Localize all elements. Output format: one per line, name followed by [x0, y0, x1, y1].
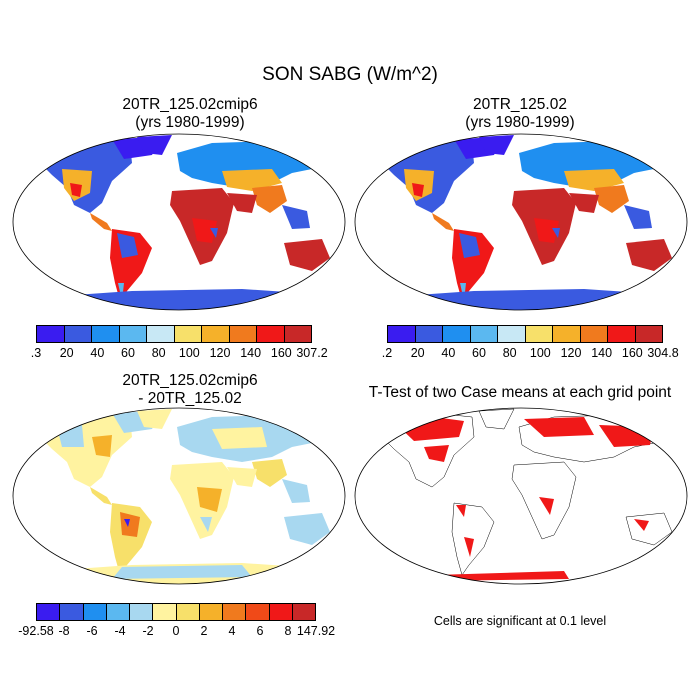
panel3-colorbar-label: -92.58 [18, 624, 54, 638]
panel3-title: 20TR_125.02cmip6 - 20TR_125.02 [25, 372, 355, 408]
panel2-colorbar-swatch [525, 326, 553, 342]
panel2-title-line2: (yrs 1980-1999) [465, 114, 575, 131]
panel2-colorbar-swatch [608, 326, 636, 342]
panel1-colorbar-labels: .3 20 40 60 80 100 120 140 160 307.2 [31, 346, 328, 362]
panel3-title-line1: 20TR_125.02cmip6 [122, 372, 258, 389]
panel3-colorbar-swatch [83, 604, 107, 620]
panel3-colorbar-label: 147.92 [296, 624, 336, 638]
panel3-colorbar-swatch [246, 604, 270, 620]
panel2-colorbar-swatch [470, 326, 498, 342]
panel2-colorbar-swatch [635, 326, 662, 342]
panel1-colorbar-swatch [174, 326, 202, 342]
panel3-colorbar-label: 4 [228, 624, 236, 638]
panel3-colorbar-labels: -92.58 -8 -6 -4 -2 0 2 4 6 8 147.92 [18, 624, 335, 640]
panel1-colorbar-label: 120 [209, 346, 231, 360]
panel3-colorbar-swatch [37, 604, 61, 620]
panel3-colorbar-swatch [223, 604, 247, 620]
panel2-colorbar [387, 325, 663, 343]
panel2-colorbar-label: 120 [560, 346, 582, 360]
panel3-colorbar-swatch [60, 604, 84, 620]
panel1-colorbar [36, 325, 312, 343]
panel2-colorbar-labels: .2 20 40 60 80 100 120 140 160 304.8 [382, 346, 679, 362]
panel3-colorbar-label: 2 [200, 624, 208, 638]
panel1-title-line1: 20TR_125.02cmip6 [122, 96, 258, 113]
panel4-title: T-Test of two Case means at each grid po… [355, 384, 685, 402]
panel3-colorbar-swatch [130, 604, 154, 620]
panel2-colorbar-label: 60 [472, 346, 486, 360]
panel1-colorbar-swatch [229, 326, 257, 342]
panel1-colorbar-swatch [37, 326, 65, 342]
panel4-title-line1: T-Test of two Case means at each grid po… [368, 384, 672, 401]
panel2-colorbar-swatch [443, 326, 471, 342]
panel3-colorbar-swatch [153, 604, 177, 620]
panel2-colorbar-swatch [388, 326, 416, 342]
panel4-map [354, 407, 688, 585]
panel1-colorbar-swatch [257, 326, 285, 342]
panel1-colorbar-label: 40 [90, 346, 105, 360]
panel2-colorbar-label: 40 [441, 346, 456, 360]
panel1-colorbar-swatch [119, 326, 147, 342]
panel3-colorbar-label: -4 [114, 624, 126, 638]
panel3-colorbar-label: -6 [86, 624, 98, 638]
panel3-colorbar-label: -2 [142, 624, 154, 638]
panel1-title: 20TR_125.02cmip6 (yrs 1980-1999) [25, 96, 355, 132]
panel2-colorbar-label: 160 [621, 346, 643, 360]
panel1-colorbar-label: 80 [151, 346, 166, 360]
panel1-colorbar-swatch [202, 326, 230, 342]
panel1-colorbar-label: 60 [121, 346, 135, 360]
panel3-title-line2: - 20TR_125.02 [138, 390, 242, 407]
panel3-colorbar-swatch [292, 604, 315, 620]
panel3-map [12, 407, 346, 585]
panel2-colorbar-swatch [580, 326, 608, 342]
panel2-colorbar-swatch [553, 326, 581, 342]
panel2-colorbar-label: .2 [381, 346, 393, 360]
panel1-colorbar-swatch [92, 326, 120, 342]
panel1-colorbar-label: .3 [30, 346, 42, 360]
panel3-colorbar-swatch [199, 604, 223, 620]
panel2-colorbar-label: 80 [502, 346, 517, 360]
panel3-colorbar [36, 603, 316, 621]
panel3-colorbar-swatch [176, 604, 200, 620]
panel1-colorbar-label: 100 [178, 346, 200, 360]
panel1-title-line2: (yrs 1980-1999) [135, 114, 245, 131]
panel2-title-line1: 20TR_125.02 [473, 96, 567, 113]
panel4-note: Cells are significant at 0.1 level [433, 614, 607, 628]
panel2-colorbar-label: 304.8 [647, 346, 679, 360]
panel2-colorbar-label: 140 [591, 346, 613, 360]
panel3-colorbar-label: 0 [172, 624, 180, 638]
panel1-colorbar-label: 20 [59, 346, 74, 360]
panel1-map [12, 133, 346, 311]
panel2-colorbar-swatch [498, 326, 526, 342]
panel3-colorbar-swatch [106, 604, 130, 620]
main-title: SON SABG (W/m^2) [262, 64, 438, 85]
panel2-colorbar-label: 20 [410, 346, 425, 360]
panel3-colorbar-label: 8 [284, 624, 292, 638]
panel2-colorbar-label: 100 [529, 346, 551, 360]
panel1-colorbar-label: 140 [240, 346, 262, 360]
panel2-colorbar-swatch [415, 326, 443, 342]
panel1-colorbar-label: 160 [270, 346, 292, 360]
panel1-colorbar-swatch [64, 326, 92, 342]
panel3-colorbar-swatch [269, 604, 293, 620]
panel3-colorbar-label: -8 [58, 624, 70, 638]
panel1-colorbar-swatch [147, 326, 175, 342]
panel1-colorbar-label: 307.2 [296, 346, 328, 360]
panel3-colorbar-label: 6 [256, 624, 264, 638]
panel1-colorbar-swatch [284, 326, 311, 342]
panel2-map [354, 133, 688, 311]
panel2-title: 20TR_125.02 (yrs 1980-1999) [355, 96, 685, 132]
